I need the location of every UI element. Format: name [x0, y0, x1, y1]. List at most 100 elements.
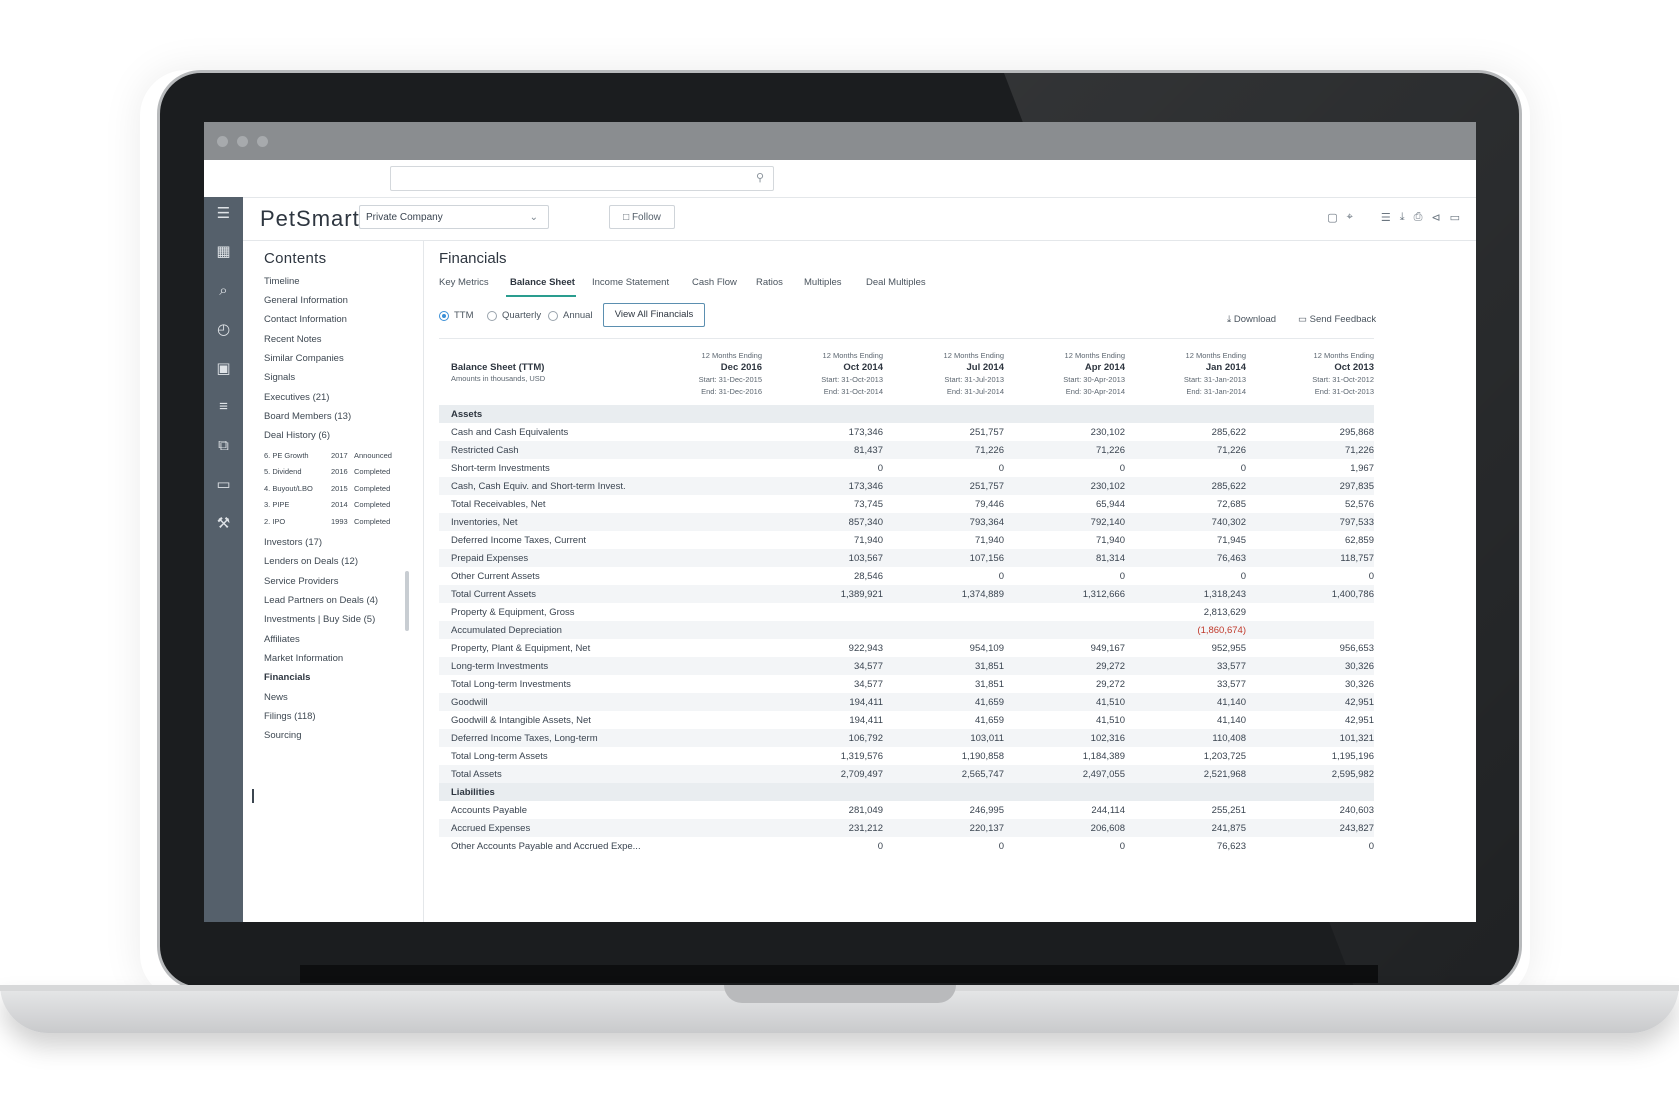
search-icon[interactable]: ⌕ [219, 281, 228, 299]
contents-item[interactable]: Recent Notes [264, 334, 322, 345]
deal-name: 2. IPO [264, 517, 286, 526]
contents-item[interactable]: Deal History (6) [264, 430, 330, 441]
cell-value: 1,195,196 [1331, 751, 1374, 762]
contents-item[interactable]: Timeline [264, 276, 300, 287]
cell-value: 1,400,786 [1331, 589, 1374, 600]
download-icon[interactable]: ⤓ [1399, 211, 1405, 223]
cell-value: 0 [1368, 841, 1374, 852]
cell-value: 255,251 [1211, 805, 1246, 816]
contents-item[interactable]: Lenders on Deals (12) [264, 556, 358, 567]
cell-value: 1,318,243 [1203, 589, 1246, 600]
table-row: Total Long-term Investments 34,577 31,851 2… [439, 675, 1374, 693]
row-label: Property, Plant & Equipment, Net [451, 643, 591, 654]
tab-cash-flow[interactable]: Cash Flow [692, 277, 737, 288]
comment-icon[interactable]: ▭ [1449, 212, 1460, 224]
share-icon[interactable]: ⊲ [1431, 212, 1441, 224]
contents-item[interactable]: Affiliates [264, 634, 300, 645]
row-label: Total Receivables, Net [451, 499, 546, 510]
tab-balance-sheet[interactable]: Balance Sheet [510, 277, 575, 288]
cell-value: 241,875 [1211, 823, 1246, 834]
global-search-input[interactable]: ⚲ [390, 166, 774, 191]
tab-income-statement[interactable]: Income Statement [592, 277, 670, 288]
cell-value: 34,577 [853, 661, 883, 672]
search-icon[interactable]: ⚲ [755, 172, 764, 184]
radio-button[interactable] [548, 310, 558, 321]
cell-value: 0 [1240, 463, 1246, 474]
cell-value: 0 [877, 841, 883, 852]
note-icon[interactable]: ▢ [1327, 212, 1338, 224]
radio-button[interactable] [487, 310, 497, 321]
copy-icon[interactable]: ⧉ [218, 436, 229, 454]
cell-value: 956,653 [1339, 643, 1374, 654]
contents-item[interactable]: Filings (118) [264, 711, 316, 722]
window-close-dot[interactable] [217, 136, 228, 147]
contents-item[interactable]: Sourcing [264, 730, 302, 741]
cell-value: 41,510 [1095, 715, 1125, 726]
window-minimize-dot[interactable] [237, 136, 248, 147]
menu-icon[interactable]: ☰ [216, 205, 231, 222]
column-header: 12 Months Ending Oct 2013 Start: 31-Oct-20… [1254, 350, 1374, 398]
table-row: Restricted Cash 81,437 71,226 71,226 71,226 7… [439, 441, 1374, 459]
contents-item[interactable]: News [264, 692, 288, 703]
period-option-annual[interactable]: Annual [548, 310, 593, 321]
send-feedback-button[interactable]: ▭ Send Feedback [1298, 314, 1376, 325]
deal-year: 2016 [331, 467, 348, 476]
contents-item[interactable]: Market Information [264, 653, 344, 664]
row-label: Accumulated Depreciation [451, 625, 562, 636]
tab-key-metrics[interactable]: Key Metrics [439, 277, 489, 288]
contents-item[interactable]: Service Providers [264, 576, 339, 587]
contents-item[interactable]: Lead Partners on Deals (4) [264, 595, 379, 606]
deal-list-scrollbar[interactable] [405, 571, 409, 631]
history-icon[interactable]: ◴ [216, 321, 231, 338]
period-option-quarterly[interactable]: Quarterly [487, 310, 541, 321]
follow-button[interactable]: □ Follow [609, 205, 675, 229]
company-type-value: Private Company [366, 212, 443, 223]
contents-item[interactable]: Board Members (13) [264, 411, 352, 422]
cell-value: 1,967 [1350, 463, 1374, 474]
column-end: End: 31-Dec-2016 [701, 387, 762, 396]
contents-item[interactable]: Investors (17) [264, 537, 323, 548]
card-icon[interactable]: ▭ [216, 476, 231, 493]
save-icon[interactable]: ▣ [216, 360, 231, 377]
table-row: Cash and Cash Equivalents 173,346 251,757 2… [439, 423, 1374, 441]
column-header: 12 Months Ending Jul 2014 Start: 31-Jul-20… [884, 350, 1004, 398]
table-row: Accrued Expenses 231,212 220,137 206,608 241… [439, 819, 1374, 837]
row-label: Property & Equipment, Gross [451, 607, 575, 618]
window-chrome [204, 122, 1476, 160]
contents-item[interactable]: Executives (21) [264, 392, 330, 403]
period-option-ttm[interactable]: TTM [439, 310, 474, 321]
cell-value: 33,577 [1216, 661, 1246, 672]
list-icon[interactable]: ☰ [1380, 212, 1391, 224]
contents-item[interactable]: General Information [264, 295, 348, 306]
tab-ratios[interactable]: Ratios [756, 277, 783, 288]
row-label: Total Long-term Investments [451, 679, 571, 690]
laptop-hinge [300, 965, 1378, 983]
contents-item[interactable]: Investments | Buy Side (5) [264, 614, 376, 625]
radio-button[interactable] [439, 310, 449, 321]
divider [439, 338, 1374, 339]
tab-multiples[interactable]: Multiples [804, 277, 842, 288]
column-period: Oct 2014 [843, 362, 883, 373]
cell-value: 0 [998, 841, 1004, 852]
window-maximize-dot[interactable] [257, 136, 268, 147]
table-row: Prepaid Expenses 103,567 107,156 81,314 76,4… [439, 549, 1374, 567]
cell-value: 42,951 [1344, 715, 1374, 726]
download-button[interactable]: ⤓ Download [1227, 314, 1276, 325]
cell-value: 2,709,497 [840, 769, 883, 780]
list-icon[interactable]: ≡ [219, 397, 228, 415]
print-icon[interactable]: ⎙ [1413, 211, 1423, 223]
row-label: Short-term Investments [451, 463, 550, 474]
contents-item[interactable]: Contact Information [264, 314, 347, 325]
cell-value: 2,521,968 [1203, 769, 1246, 780]
contents-item[interactable]: Financials [264, 672, 311, 683]
attach-icon[interactable]: ⌖ [1346, 211, 1353, 223]
table-row: Total Receivables, Net 73,745 79,446 65,944… [439, 495, 1374, 513]
cell-value: 102,316 [1090, 733, 1125, 744]
view-all-financials-button[interactable]: View All Financials [603, 303, 705, 327]
dashboard-icon[interactable]: ▦ [216, 243, 231, 260]
tab-deal-multiples[interactable]: Deal Multiples [866, 277, 926, 288]
company-type-select[interactable]: Private Company ⌄ [359, 205, 549, 229]
contents-item[interactable]: Signals [264, 372, 296, 383]
wrench-icon[interactable]: ⚒ [216, 515, 231, 532]
contents-item[interactable]: Similar Companies [264, 353, 344, 364]
